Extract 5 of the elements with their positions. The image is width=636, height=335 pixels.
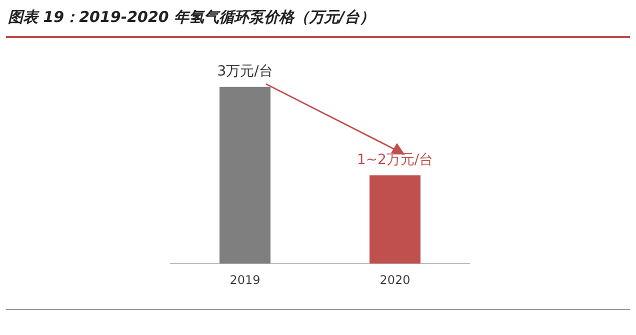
x-tick-label: 2019 [230,272,260,287]
data-label: 1~2万元/台 [356,152,434,168]
chart-title: 图表 19：2019-2020 年氢气循环泵价格（万元/台） [8,8,375,27]
data-label: 3万元/台 [217,64,273,80]
x-tick-label: 2020 [380,272,410,287]
